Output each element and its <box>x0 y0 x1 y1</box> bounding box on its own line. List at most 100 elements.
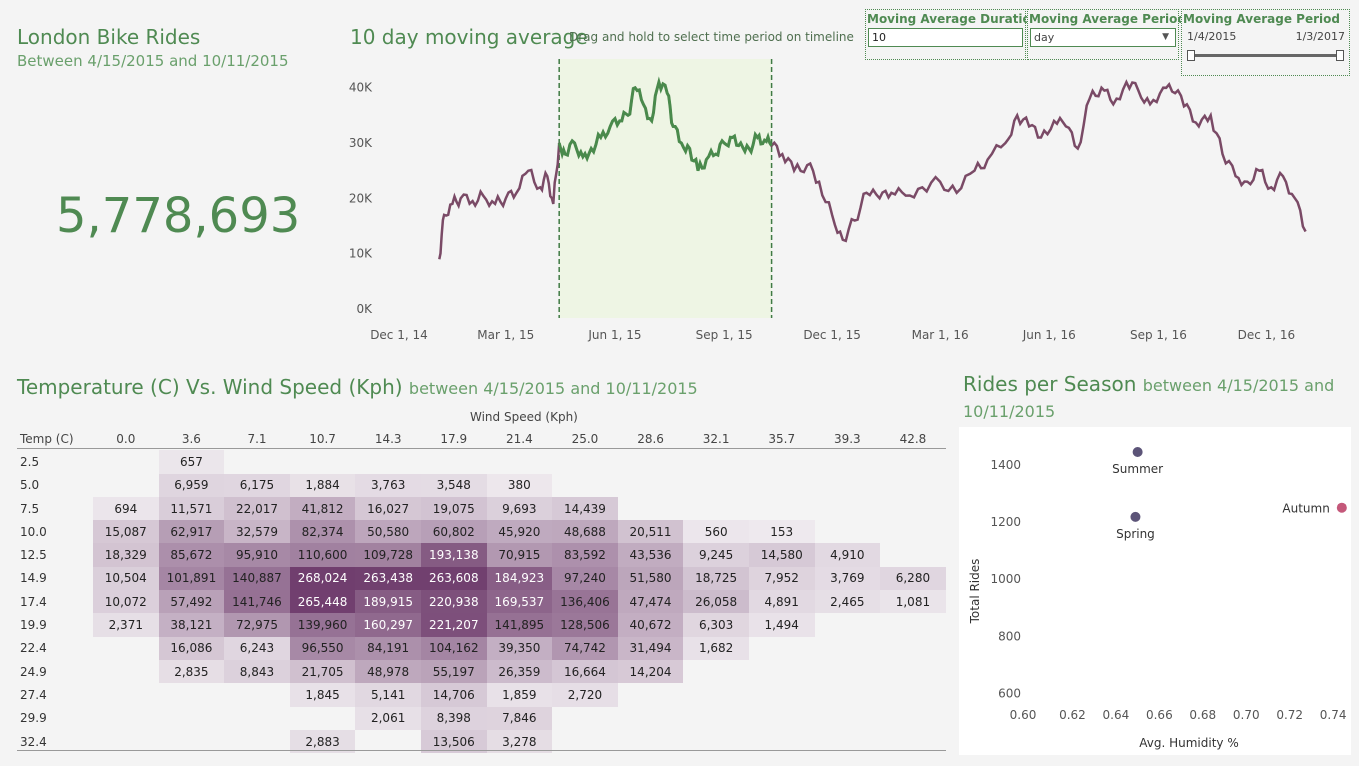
heatmap-cell[interactable] <box>93 683 159 706</box>
heatmap-cell[interactable]: 263,608 <box>420 566 487 591</box>
heatmap-cell[interactable]: 18,329 <box>93 543 159 567</box>
heatmap-cell[interactable]: 57,492 <box>158 590 225 614</box>
heatmap-cell[interactable] <box>421 450 487 473</box>
heatmap-cell[interactable] <box>618 707 684 730</box>
heatmap-cell[interactable]: 6,243 <box>224 636 290 660</box>
heatmap-cell[interactable]: 40,672 <box>617 613 684 637</box>
heatmap-cell[interactable] <box>749 450 815 473</box>
heatmap-cell[interactable]: 1,682 <box>683 636 749 660</box>
heatmap-cell[interactable] <box>618 683 684 706</box>
heatmap-cell[interactable] <box>749 707 815 730</box>
heatmap-cell[interactable] <box>749 474 815 497</box>
heatmap-cell[interactable] <box>880 450 946 473</box>
heatmap-cell[interactable]: 2,371 <box>93 613 159 637</box>
heatmap-cell[interactable]: 6,175 <box>224 473 290 497</box>
heatmap-cell[interactable] <box>487 450 553 473</box>
heatmap-cell[interactable] <box>224 707 290 730</box>
heatmap-cell[interactable] <box>618 474 684 497</box>
heatmap-cell[interactable]: 22,017 <box>224 496 290 521</box>
heatmap-cell[interactable]: 153 <box>748 520 815 544</box>
heatmap-cell[interactable]: 221,207 <box>420 613 487 637</box>
heatmap-cell[interactable]: 141,895 <box>486 613 553 637</box>
heatmap-cell[interactable]: 140,887 <box>224 566 290 591</box>
heatmap-cell[interactable]: 189,915 <box>355 590 421 614</box>
heatmap-cell[interactable] <box>880 613 946 636</box>
heatmap-cell[interactable] <box>93 707 159 730</box>
heatmap-cell[interactable]: 2,835 <box>158 659 225 684</box>
heatmap-cell[interactable] <box>290 450 356 473</box>
heatmap-cell[interactable]: 84,191 <box>355 636 421 660</box>
heatmap-cell[interactable]: 10,504 <box>93 566 159 591</box>
heatmap-cell[interactable]: 694 <box>93 496 159 521</box>
heatmap-cell[interactable] <box>683 707 749 730</box>
season-point-spring[interactable] <box>1130 511 1141 522</box>
heatmap-cell[interactable]: 16,027 <box>355 496 421 521</box>
heatmap-cell[interactable]: 7,846 <box>486 706 553 730</box>
heatmap-cell[interactable]: 21,705 <box>289 659 356 684</box>
heatmap-cell[interactable]: 8,843 <box>224 659 290 684</box>
heatmap-cell[interactable]: 9,245 <box>683 543 749 567</box>
heatmap-cell[interactable]: 1,494 <box>748 613 815 637</box>
heatmap-cell[interactable] <box>815 520 881 543</box>
heatmap-cell[interactable]: 11,571 <box>158 496 225 521</box>
heatmap-cell[interactable]: 1,859 <box>486 683 553 707</box>
heatmap-cell[interactable]: 109,728 <box>355 543 421 567</box>
heatmap-cell[interactable] <box>618 497 684 520</box>
heatmap-cell[interactable]: 14,439 <box>552 496 618 521</box>
heatmap-cell[interactable] <box>880 660 946 683</box>
heatmap-cell[interactable]: 2,465 <box>814 590 881 614</box>
heatmap-cell[interactable]: 95,910 <box>224 543 290 567</box>
heatmap-cell[interactable]: 160,297 <box>355 613 421 637</box>
heatmap-cell[interactable]: 14,580 <box>748 543 815 567</box>
heatmap-cell[interactable]: 60,802 <box>420 520 487 544</box>
heatmap-cell[interactable]: 3,548 <box>420 473 487 497</box>
heatmap-cell[interactable]: 14,204 <box>617 659 684 684</box>
heatmap-cell[interactable] <box>290 707 356 730</box>
heatmap-cell[interactable]: 82,374 <box>289 520 356 544</box>
heatmap-cell[interactable]: 72,975 <box>224 613 290 637</box>
heatmap-cell[interactable]: 1,081 <box>880 590 946 614</box>
moving-average-chart[interactable]: 0K 10K 20K 30K 40K Dec 1, 14 Mar 1, 15 Jun 1, … <box>340 55 1350 350</box>
heatmap-cell[interactable]: 2,883 <box>289 729 356 754</box>
heatmap-cell[interactable]: 48,978 <box>355 659 421 684</box>
heatmap-cell[interactable]: 16,664 <box>552 659 618 684</box>
heatmap-cell[interactable] <box>880 683 946 706</box>
heatmap-cell[interactable]: 3,278 <box>486 729 553 754</box>
heatmap-cell[interactable] <box>880 474 946 497</box>
heatmap-cell[interactable]: 13,506 <box>420 729 487 754</box>
heatmap-cell[interactable]: 1,884 <box>289 473 356 497</box>
heatmap-cell[interactable]: 268,024 <box>289 566 356 591</box>
heatmap-cell[interactable]: 263,438 <box>355 566 421 591</box>
heatmap-cell[interactable]: 2,061 <box>355 706 421 730</box>
heatmap-cell[interactable] <box>159 707 225 730</box>
season-point-summer[interactable] <box>1132 447 1143 457</box>
heatmap-cell[interactable] <box>618 450 684 473</box>
heatmap-cell[interactable]: 85,672 <box>158 543 225 567</box>
heatmap-cell[interactable]: 4,891 <box>748 590 815 614</box>
heatmap-cell[interactable] <box>224 683 290 706</box>
heatmap-cell[interactable]: 70,915 <box>486 543 553 567</box>
heatmap-cell[interactable]: 128,506 <box>552 613 618 637</box>
heatmap-cell[interactable]: 26,359 <box>486 659 553 684</box>
heatmap-cell[interactable]: 560 <box>683 520 749 544</box>
heatmap-cell[interactable] <box>880 543 946 566</box>
heatmap-cell[interactable]: 41,812 <box>289 496 356 521</box>
heatmap-cell[interactable]: 50,580 <box>355 520 421 544</box>
heatmap-cell[interactable]: 9,693 <box>486 496 553 521</box>
heatmap-cell[interactable]: 14,706 <box>420 683 487 707</box>
heatmap-cell[interactable]: 3,763 <box>355 473 421 497</box>
heatmap-cell[interactable]: 10,072 <box>93 590 159 614</box>
duration-input[interactable]: 10 <box>868 28 1023 47</box>
period-select[interactable]: day ▼ <box>1030 28 1176 47</box>
season-point-autumn[interactable] <box>1336 502 1347 513</box>
heatmap-cell[interactable] <box>552 450 618 473</box>
heatmap-cell[interactable] <box>683 474 749 497</box>
heatmap-cell[interactable]: 101,891 <box>158 566 225 591</box>
heatmap-cell[interactable]: 38,121 <box>158 613 225 637</box>
heatmap-cell[interactable] <box>93 637 159 660</box>
heatmap-cell[interactable]: 19,075 <box>420 496 487 521</box>
heatmap-cell[interactable]: 4,910 <box>814 543 881 567</box>
heatmap-cell[interactable]: 5,141 <box>355 683 421 707</box>
heatmap-cell[interactable]: 193,138 <box>420 543 487 567</box>
heatmap-cell[interactable] <box>815 613 881 636</box>
